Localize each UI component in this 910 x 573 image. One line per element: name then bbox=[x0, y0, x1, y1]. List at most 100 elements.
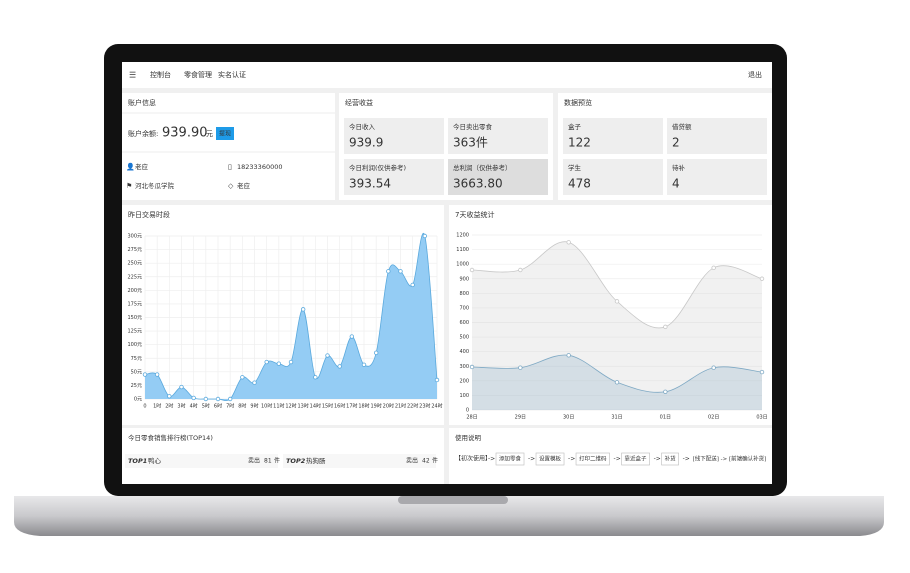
y-tick-label: 300 bbox=[459, 364, 469, 370]
point bbox=[203, 396, 209, 402]
stat-card bbox=[667, 159, 767, 195]
x-tick-label: 6时 bbox=[214, 403, 222, 410]
guide-step: 添加零食 bbox=[499, 455, 522, 463]
x-tick-label: 28日 bbox=[466, 415, 477, 421]
point bbox=[434, 377, 440, 383]
x-tick-label: 03日 bbox=[756, 415, 767, 421]
guide-step: 补货 bbox=[665, 455, 677, 463]
step-box bbox=[575, 452, 610, 466]
nav-bar bbox=[122, 62, 772, 88]
icon: ▯ bbox=[228, 163, 232, 171]
point bbox=[711, 265, 716, 271]
step-box bbox=[621, 452, 650, 466]
point bbox=[469, 364, 475, 370]
x-tick-label: 3时 bbox=[177, 403, 185, 410]
x-tick-label: 9时 bbox=[250, 403, 258, 410]
nav-item[interactable]: 控制台 bbox=[150, 70, 171, 79]
point bbox=[154, 372, 160, 377]
stat-label: 学生 bbox=[568, 163, 582, 172]
point bbox=[759, 369, 765, 375]
x-tick-label: 4时 bbox=[190, 403, 198, 410]
panel-title: 账户信息 bbox=[128, 98, 156, 107]
arrow: -> bbox=[528, 456, 535, 463]
point bbox=[179, 384, 184, 390]
stat-card bbox=[563, 159, 663, 195]
arrow: -> bbox=[488, 456, 495, 463]
x-tick-label: 11时 bbox=[273, 403, 284, 410]
chart-title: 昨日交易时段 bbox=[128, 210, 170, 219]
stat-card bbox=[448, 118, 548, 154]
withdraw-text[interactable]: 提现 bbox=[219, 130, 231, 138]
info-phone: 18233360000 bbox=[237, 163, 283, 171]
point bbox=[614, 299, 620, 304]
stat-label: 总利润（仅供参考） bbox=[453, 163, 512, 172]
stat-label: 今日利润(仅供参考) bbox=[349, 163, 406, 172]
x-tick-label: 18时 bbox=[358, 403, 369, 410]
point bbox=[518, 267, 523, 273]
stat-card bbox=[448, 159, 548, 195]
stat-value: 393.54 bbox=[349, 177, 391, 191]
x-tick-label: 30日 bbox=[563, 415, 574, 421]
point bbox=[711, 365, 716, 370]
point bbox=[264, 359, 269, 365]
icon: 👤 bbox=[126, 162, 135, 171]
guide-step: 设置模板 bbox=[539, 455, 562, 463]
chart-title: 7天收益统计 bbox=[455, 210, 494, 219]
step-box bbox=[661, 452, 679, 466]
point bbox=[422, 233, 428, 239]
y-tick-label: 900 bbox=[459, 276, 469, 282]
x-tick-label: 5时 bbox=[202, 403, 210, 410]
point bbox=[663, 389, 668, 394]
x-tick-label: 21时 bbox=[395, 403, 406, 410]
y-tick-label: 600 bbox=[459, 320, 469, 326]
guide-step: 打印二维码 bbox=[579, 455, 607, 463]
nav-item[interactable]: 实名认证 bbox=[218, 70, 246, 79]
y-tick-label: 50元 bbox=[131, 369, 142, 375]
info-nickname: 老应 bbox=[237, 181, 251, 190]
stat-value: 2 bbox=[672, 136, 680, 150]
point bbox=[759, 276, 765, 281]
y-tick-label: 1200 bbox=[456, 233, 469, 239]
withdraw-button[interactable] bbox=[216, 127, 234, 140]
y-tick-label: 400 bbox=[459, 349, 469, 355]
point bbox=[288, 359, 294, 365]
stat-value: 4 bbox=[672, 177, 680, 191]
y-tick-label: 250元 bbox=[127, 261, 142, 267]
icon: ⚑ bbox=[126, 182, 132, 190]
y-tick-label: 500 bbox=[459, 335, 469, 341]
x-tick-label: 22时 bbox=[407, 403, 418, 410]
point bbox=[410, 282, 415, 288]
notch bbox=[398, 496, 508, 504]
y-tick-label: 100元 bbox=[127, 342, 142, 348]
x-tick-label: 01日 bbox=[660, 415, 671, 421]
y-tick-label: 25元 bbox=[131, 383, 142, 389]
stat-card bbox=[344, 118, 444, 154]
y-tick-label: 300元 bbox=[127, 234, 142, 240]
point bbox=[398, 269, 403, 274]
point bbox=[663, 324, 668, 330]
y-tick-label: 225元 bbox=[127, 274, 142, 280]
nav-item[interactable]: 零食管理 bbox=[184, 70, 212, 79]
rank: TOP1 bbox=[128, 457, 147, 465]
menu-icon[interactable]: ☰ bbox=[129, 71, 136, 80]
x-tick-label: 10时 bbox=[261, 403, 272, 410]
sold-unit: 件 bbox=[274, 457, 280, 465]
area bbox=[472, 241, 762, 410]
panel-title: 数据预览 bbox=[564, 98, 592, 107]
x-tick-label: 12时 bbox=[285, 403, 296, 410]
point bbox=[227, 396, 233, 402]
y-tick-label: 1100 bbox=[456, 247, 469, 253]
stat-label: 今日收入 bbox=[349, 122, 376, 131]
rank: TOP2 bbox=[286, 457, 306, 465]
point bbox=[373, 350, 379, 356]
x-tick-label: 14时 bbox=[310, 403, 321, 410]
stat-value: 363件 bbox=[453, 136, 488, 150]
stat-label: 待补 bbox=[672, 163, 686, 172]
y-tick-label: 75元 bbox=[131, 356, 142, 362]
guide-step: 靠近盒子 bbox=[625, 455, 648, 463]
stat-card bbox=[344, 159, 444, 195]
stat-value: 939.9 bbox=[349, 136, 383, 150]
logout[interactable]: 退出 bbox=[748, 70, 762, 79]
x-tick-label: 17时 bbox=[346, 403, 357, 410]
